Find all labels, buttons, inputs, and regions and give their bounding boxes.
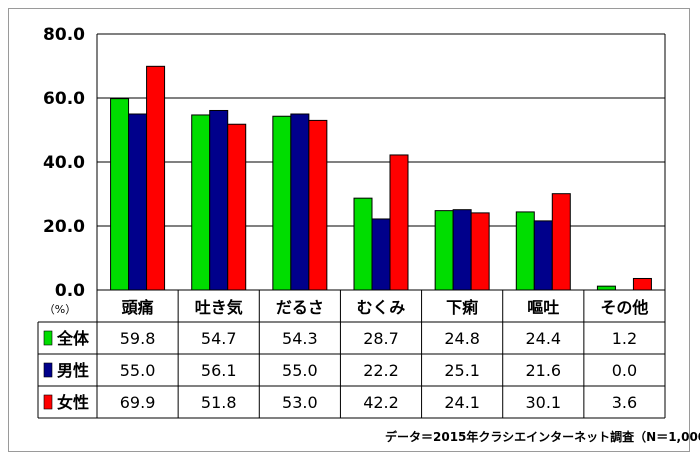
bar-頭痛-全体 [110,98,130,291]
data-label: 22.2 [363,361,399,380]
bar-その他-女性 [632,277,652,291]
data-label: 1.2 [612,329,637,348]
data-label: 51.8 [201,393,237,412]
bar-下痢-男性 [452,209,472,291]
data-label: 28.7 [363,329,399,348]
data-label: 55.0 [282,361,318,380]
bar-吐き気-女性 [227,123,247,291]
y-tick-label: 80.0 [43,25,85,45]
data-label: 42.2 [363,393,399,412]
data-label: 3.6 [612,393,637,412]
bar-嘔吐-男性 [533,220,553,291]
data-label: 24.4 [525,329,561,348]
data-label: 69.9 [120,393,156,412]
data-label: 54.3 [282,329,318,348]
legend-label: 男性 [57,361,89,380]
bar-頭痛-男性 [128,113,148,291]
legend-label: 全体 [56,329,90,348]
x-tick-label: 吐き気 [195,298,243,317]
source-note: データ＝2015年クラシエインターネット調査（N＝1,000人） [385,430,700,444]
bar-下痢-女性 [470,212,490,291]
data-label: 24.8 [444,329,480,348]
x-tick-label: 嘔吐 [527,298,559,317]
bar-むくみ-男性 [371,218,391,291]
data-label: 25.1 [444,361,480,380]
data-label: 24.1 [444,393,480,412]
legend-key-全体 [43,330,53,346]
y-axis-unit: （%） [44,303,76,316]
legend-key-男性 [43,362,53,378]
bar-だるさ-全体 [272,115,292,291]
y-tick-label: 40.0 [43,153,85,173]
x-tick-label: 頭痛 [122,298,154,317]
bar-下痢-全体 [434,210,454,291]
y-tick-label: 20.0 [43,217,85,237]
bar-頭痛-女性 [146,65,166,291]
bar-だるさ-男性 [290,113,310,291]
bar-吐き気-全体 [191,114,211,291]
bar-吐き気-男性 [209,109,229,291]
bar-その他-全体 [596,285,616,291]
bar-むくみ-女性 [389,154,409,291]
bar-嘔吐-女性 [551,193,571,291]
x-tick-label: むくみ [357,298,406,317]
data-label: 56.1 [201,361,237,380]
data-label: 54.7 [201,329,237,348]
bar-嘔吐-全体 [515,211,535,291]
data-label: 30.1 [525,393,561,412]
x-tick-label: 下痢 [446,298,478,317]
data-label: 0.0 [612,361,637,380]
x-tick-label: だるさ [276,298,324,317]
y-tick-label: 60.0 [43,89,85,109]
data-label: 55.0 [120,361,156,380]
x-tick-label: その他 [600,298,648,317]
legend-key-女性 [43,394,53,410]
data-label: 53.0 [282,393,318,412]
legend-label: 女性 [57,393,89,412]
data-label: 59.8 [120,329,156,348]
data-label: 21.6 [525,361,561,380]
y-tick-label: 0.0 [55,281,85,301]
bar-だるさ-女性 [308,119,328,291]
bar-むくみ-全体 [353,197,373,291]
